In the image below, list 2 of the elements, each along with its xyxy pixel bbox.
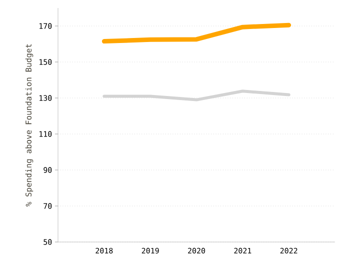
line-series xyxy=(102,22,292,44)
line-series xyxy=(102,90,290,102)
